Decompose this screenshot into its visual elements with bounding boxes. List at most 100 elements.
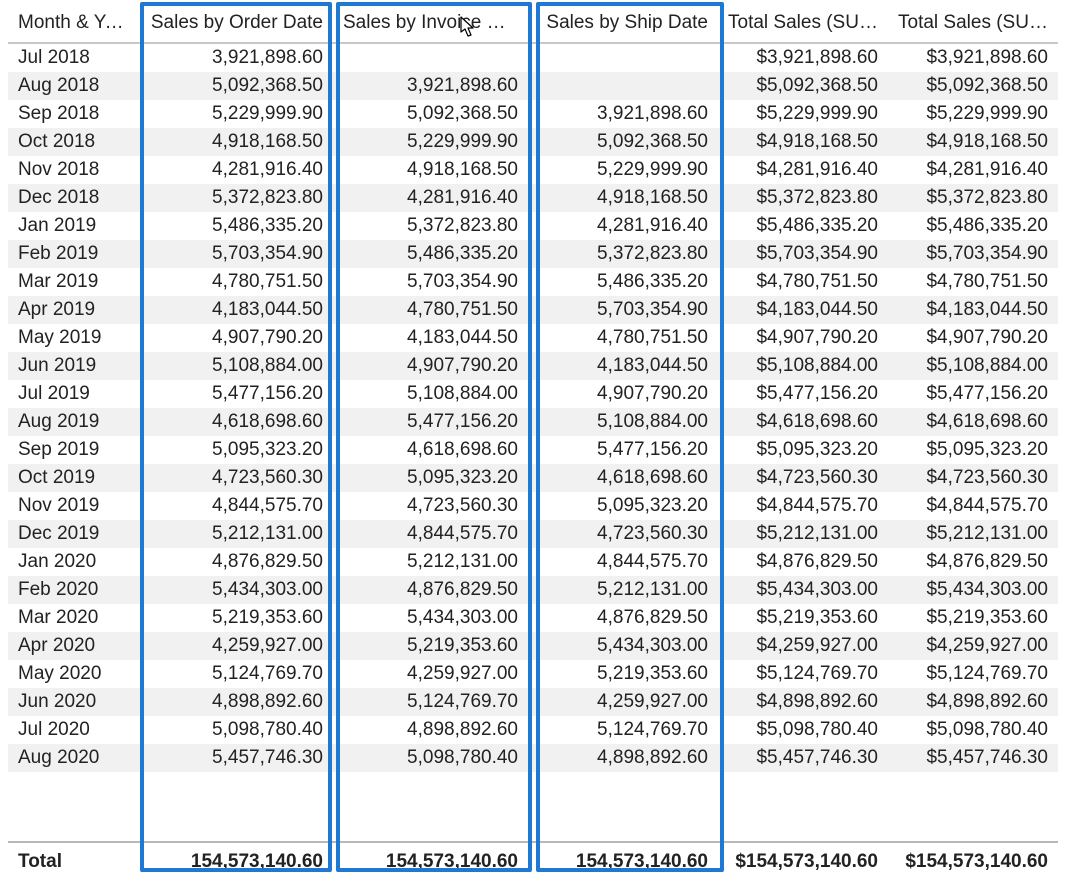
cell-sumx[interactable]: $4,183,044.50 (888, 296, 1058, 324)
cell-invoice[interactable]: 5,098,780.40 (333, 744, 528, 772)
table-row[interactable]: Jun 20195,108,884.004,907,790.204,183,04… (8, 352, 1058, 380)
cell-month[interactable]: Aug 2020 (8, 744, 138, 772)
cell-sumx[interactable]: $5,095,323.20 (888, 436, 1058, 464)
cell-month[interactable]: Jan 2019 (8, 212, 138, 240)
cell-month[interactable]: Dec 2019 (8, 520, 138, 548)
cell-sum[interactable]: $4,780,751.50 (718, 268, 888, 296)
cell-sumx[interactable]: $4,780,751.50 (888, 268, 1058, 296)
cell-sum[interactable]: $5,229,999.90 (718, 100, 888, 128)
cell-ship[interactable]: 5,477,156.20 (528, 436, 718, 464)
cell-sumx[interactable]: $4,907,790.20 (888, 324, 1058, 352)
cell-order[interactable]: 4,780,751.50 (138, 268, 333, 296)
table-row[interactable]: Apr 20194,183,044.504,780,751.505,703,35… (8, 296, 1058, 324)
cell-month[interactable]: Aug 2018 (8, 72, 138, 100)
cell-invoice[interactable]: 5,434,303.00 (333, 604, 528, 632)
cell-invoice[interactable]: 4,780,751.50 (333, 296, 528, 324)
cell-order[interactable]: 5,434,303.00 (138, 576, 333, 604)
table-row[interactable]: Sep 20185,229,999.905,092,368.503,921,89… (8, 100, 1058, 128)
cell-ship[interactable]: 4,618,698.60 (528, 464, 718, 492)
cell-ship[interactable]: 4,898,892.60 (528, 744, 718, 772)
cell-month[interactable]: Oct 2019 (8, 464, 138, 492)
cell-ship[interactable]: 5,229,999.90 (528, 156, 718, 184)
cell-order[interactable]: 5,212,131.00 (138, 520, 333, 548)
col-header-order[interactable]: Sales by Order Date (138, 6, 333, 43)
cell-sum[interactable]: $4,183,044.50 (718, 296, 888, 324)
cell-invoice[interactable]: 5,095,323.20 (333, 464, 528, 492)
cell-order[interactable]: 5,219,353.60 (138, 604, 333, 632)
table-row[interactable]: Dec 20185,372,823.804,281,916.404,918,16… (8, 184, 1058, 212)
total-ship[interactable]: 154,573,140.60 (528, 847, 718, 877)
cell-sumx[interactable]: $5,457,746.30 (888, 744, 1058, 772)
cell-sum[interactable]: $4,723,560.30 (718, 464, 888, 492)
table-row[interactable]: Feb 20195,703,354.905,486,335.205,372,82… (8, 240, 1058, 268)
cell-invoice[interactable]: 3,921,898.60 (333, 72, 528, 100)
cell-sum[interactable]: $4,844,575.70 (718, 492, 888, 520)
cell-sum[interactable]: $4,907,790.20 (718, 324, 888, 352)
cell-sum[interactable]: $5,434,303.00 (718, 576, 888, 604)
cell-sum[interactable]: $4,618,698.60 (718, 408, 888, 436)
cell-month[interactable]: Apr 2019 (8, 296, 138, 324)
cell-order[interactable]: 5,486,335.20 (138, 212, 333, 240)
cell-order[interactable]: 5,124,769.70 (138, 660, 333, 688)
cell-month[interactable]: Jun 2020 (8, 688, 138, 716)
table-row[interactable]: Jul 20195,477,156.205,108,884.004,907,79… (8, 380, 1058, 408)
cell-sumx[interactable]: $4,259,927.00 (888, 632, 1058, 660)
cell-sumx[interactable]: $5,098,780.40 (888, 716, 1058, 744)
cell-ship[interactable]: 5,219,353.60 (528, 660, 718, 688)
col-header-ship[interactable]: Sales by Ship Date (528, 6, 718, 43)
cell-sum[interactable]: $5,372,823.80 (718, 184, 888, 212)
cell-ship[interactable]: 5,434,303.00 (528, 632, 718, 660)
table-row[interactable]: May 20194,907,790.204,183,044.504,780,75… (8, 324, 1058, 352)
cell-order[interactable]: 4,618,698.60 (138, 408, 333, 436)
cell-month[interactable]: Jun 2019 (8, 352, 138, 380)
cell-ship[interactable]: 5,486,335.20 (528, 268, 718, 296)
col-header-sum[interactable]: Total Sales (SUM) (718, 6, 888, 43)
cell-sumx[interactable]: $4,281,916.40 (888, 156, 1058, 184)
matrix-visual[interactable]: Month & YearSales by Order DateSales by … (0, 0, 1066, 883)
table-row[interactable]: Jul 20205,098,780.404,898,892.605,124,76… (8, 716, 1058, 744)
cell-sumx[interactable]: $5,477,156.20 (888, 380, 1058, 408)
table-row[interactable]: Nov 20194,844,575.704,723,560.305,095,32… (8, 492, 1058, 520)
cell-month[interactable]: Sep 2018 (8, 100, 138, 128)
table-row[interactable]: Aug 20194,618,698.605,477,156.205,108,88… (8, 408, 1058, 436)
table-row[interactable]: Apr 20204,259,927.005,219,353.605,434,30… (8, 632, 1058, 660)
cell-ship[interactable]: 4,281,916.40 (528, 212, 718, 240)
cell-order[interactable]: 4,723,560.30 (138, 464, 333, 492)
cell-invoice[interactable]: 4,844,575.70 (333, 520, 528, 548)
table-row[interactable]: Dec 20195,212,131.004,844,575.704,723,56… (8, 520, 1058, 548)
cell-ship[interactable]: 4,723,560.30 (528, 520, 718, 548)
cell-sumx[interactable]: $5,108,884.00 (888, 352, 1058, 380)
cell-sumx[interactable]: $4,618,698.60 (888, 408, 1058, 436)
table-row[interactable]: Jun 20204,898,892.605,124,769.704,259,92… (8, 688, 1058, 716)
table-row[interactable]: May 20205,124,769.704,259,927.005,219,35… (8, 660, 1058, 688)
cell-sumx[interactable]: $5,229,999.90 (888, 100, 1058, 128)
cell-invoice[interactable]: 5,477,156.20 (333, 408, 528, 436)
cell-invoice[interactable]: 4,723,560.30 (333, 492, 528, 520)
cell-ship[interactable]: 5,108,884.00 (528, 408, 718, 436)
cell-month[interactable]: Jul 2018 (8, 43, 138, 72)
cell-month[interactable]: Dec 2018 (8, 184, 138, 212)
cell-order[interactable]: 4,844,575.70 (138, 492, 333, 520)
cell-sumx[interactable]: $5,092,368.50 (888, 72, 1058, 100)
cell-order[interactable]: 4,183,044.50 (138, 296, 333, 324)
cell-month[interactable]: Jul 2020 (8, 716, 138, 744)
cell-sum[interactable]: $5,477,156.20 (718, 380, 888, 408)
cell-sumx[interactable]: $4,844,575.70 (888, 492, 1058, 520)
table-row[interactable]: Mar 20194,780,751.505,703,354.905,486,33… (8, 268, 1058, 296)
cell-sumx[interactable]: $5,219,353.60 (888, 604, 1058, 632)
cell-invoice[interactable]: 5,703,354.90 (333, 268, 528, 296)
cell-ship[interactable]: 4,844,575.70 (528, 548, 718, 576)
cell-sumx[interactable]: $5,124,769.70 (888, 660, 1058, 688)
cell-invoice[interactable]: 4,876,829.50 (333, 576, 528, 604)
cell-order[interactable]: 4,898,892.60 (138, 688, 333, 716)
cell-sum[interactable]: $5,095,323.20 (718, 436, 888, 464)
cell-order[interactable]: 5,477,156.20 (138, 380, 333, 408)
cell-month[interactable]: Mar 2019 (8, 268, 138, 296)
cell-month[interactable]: Mar 2020 (8, 604, 138, 632)
cell-month[interactable]: May 2020 (8, 660, 138, 688)
cell-order[interactable]: 3,921,898.60 (138, 43, 333, 72)
table-row[interactable]: Oct 20184,918,168.505,229,999.905,092,36… (8, 128, 1058, 156)
table-row[interactable]: Jul 20183,921,898.60$3,921,898.60$3,921,… (8, 43, 1058, 72)
cell-ship[interactable]: 5,703,354.90 (528, 296, 718, 324)
cell-month[interactable]: Jul 2019 (8, 380, 138, 408)
